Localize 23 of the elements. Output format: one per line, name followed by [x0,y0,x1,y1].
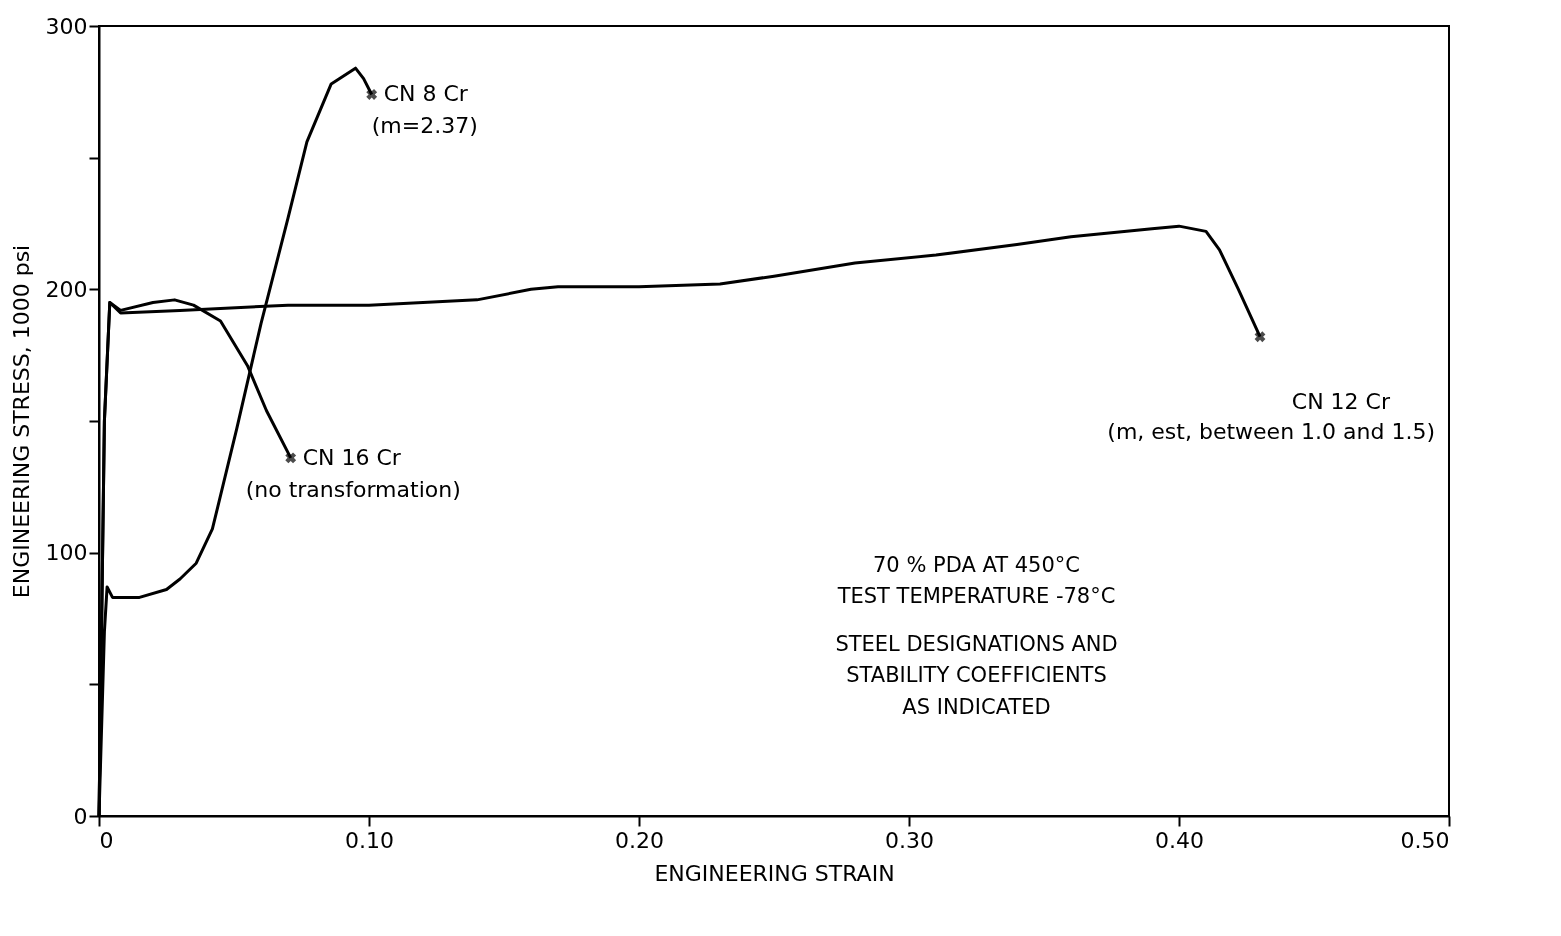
series-label: CN 16 Cr [302,444,402,470]
x-tick-label: 0.10 [345,827,394,853]
x-axis-title: ENGINEERING STRAIN [654,860,895,886]
x-tick-label: 0.40 [1155,827,1204,853]
x-tick-label: 0.50 [1400,827,1450,853]
annotation: (m=2.37) [371,113,478,139]
x-tick-label: 0.20 [615,827,664,853]
annotation: AS INDICATED [902,695,1051,720]
text: CN 12 Cr [1291,388,1391,414]
annotation: TEST TEMPERATURE -78°C [836,584,1116,609]
annotation: 70 % PDA AT 450°C [872,552,1081,577]
series-label: CN 8 Cr [383,81,469,107]
x-tick-label: 0 [99,827,114,853]
annotation: STEEL DESIGNATIONS AND [835,631,1118,656]
x-tick-label: 0.30 [885,827,934,853]
annotation: (m, est, between 1.0 and 1.5) [1107,418,1435,444]
y-tick-label: 0 [73,803,88,829]
y-axis-title: ENGINEERING STRESS, 1000 psi [8,244,34,599]
annotation: STABILITY COEFFICIENTS [846,663,1107,688]
y-tick-label: 200 [45,276,88,302]
y-tick-label: 300 [45,13,88,39]
annotation: (no transformation) [245,476,461,502]
y-tick-label: 100 [45,540,88,566]
